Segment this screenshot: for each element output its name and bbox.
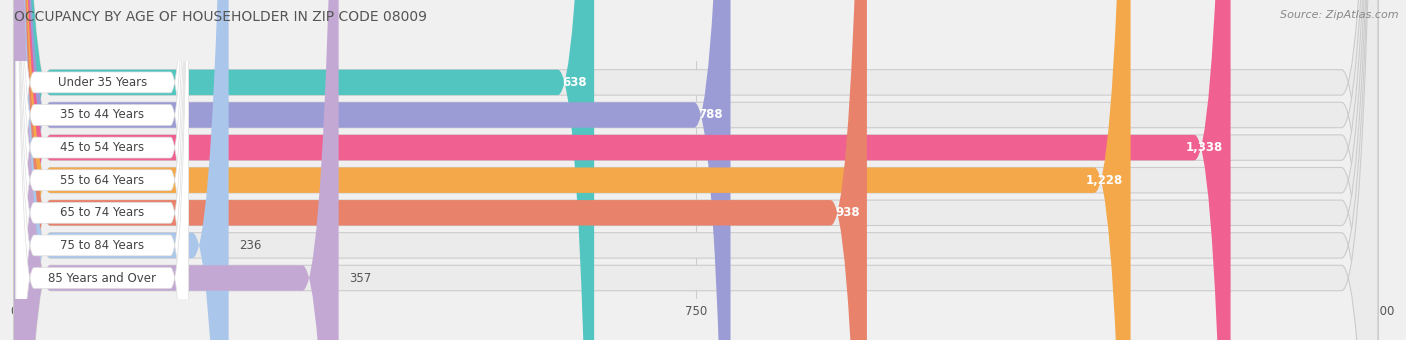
- FancyBboxPatch shape: [14, 0, 868, 340]
- Text: 85 Years and Over: 85 Years and Over: [48, 272, 156, 285]
- Text: Source: ZipAtlas.com: Source: ZipAtlas.com: [1281, 10, 1399, 20]
- FancyBboxPatch shape: [15, 0, 188, 340]
- Text: 1,338: 1,338: [1187, 141, 1223, 154]
- FancyBboxPatch shape: [14, 0, 1230, 340]
- Text: Under 35 Years: Under 35 Years: [58, 76, 146, 89]
- FancyBboxPatch shape: [15, 0, 188, 340]
- Text: 938: 938: [835, 206, 859, 219]
- FancyBboxPatch shape: [14, 0, 1378, 340]
- FancyBboxPatch shape: [14, 0, 1378, 340]
- FancyBboxPatch shape: [14, 0, 229, 340]
- Text: 638: 638: [562, 76, 586, 89]
- Text: 35 to 44 Years: 35 to 44 Years: [60, 108, 145, 121]
- FancyBboxPatch shape: [14, 0, 1378, 340]
- FancyBboxPatch shape: [15, 0, 188, 340]
- FancyBboxPatch shape: [15, 0, 188, 340]
- Text: 357: 357: [350, 272, 371, 285]
- FancyBboxPatch shape: [14, 0, 595, 340]
- Text: 1,228: 1,228: [1085, 174, 1123, 187]
- Text: 45 to 54 Years: 45 to 54 Years: [60, 141, 145, 154]
- Text: 65 to 74 Years: 65 to 74 Years: [60, 206, 145, 219]
- Text: 788: 788: [699, 108, 723, 121]
- FancyBboxPatch shape: [14, 0, 339, 340]
- Text: 75 to 84 Years: 75 to 84 Years: [60, 239, 145, 252]
- FancyBboxPatch shape: [14, 0, 1378, 340]
- Text: 55 to 64 Years: 55 to 64 Years: [60, 174, 145, 187]
- FancyBboxPatch shape: [14, 0, 1378, 340]
- Text: 236: 236: [239, 239, 262, 252]
- FancyBboxPatch shape: [15, 0, 188, 340]
- FancyBboxPatch shape: [14, 0, 1130, 340]
- FancyBboxPatch shape: [14, 0, 1378, 340]
- FancyBboxPatch shape: [14, 0, 731, 340]
- FancyBboxPatch shape: [15, 0, 188, 340]
- Text: OCCUPANCY BY AGE OF HOUSEHOLDER IN ZIP CODE 08009: OCCUPANCY BY AGE OF HOUSEHOLDER IN ZIP C…: [14, 10, 427, 24]
- FancyBboxPatch shape: [14, 0, 1378, 340]
- FancyBboxPatch shape: [15, 0, 188, 340]
